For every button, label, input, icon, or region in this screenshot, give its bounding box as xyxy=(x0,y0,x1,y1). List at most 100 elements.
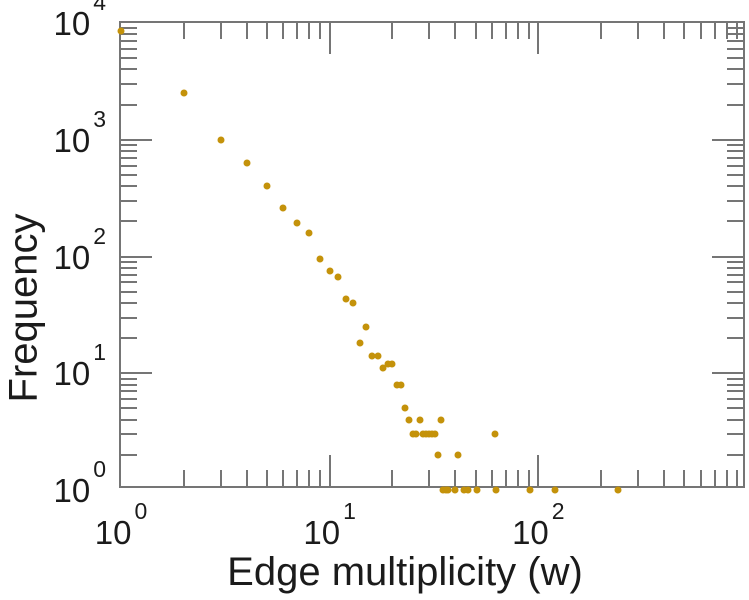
left-axis-tick xyxy=(121,83,137,86)
right-axis-tick xyxy=(727,301,743,304)
bottom-axis-tick xyxy=(527,470,530,486)
top-axis-tick xyxy=(713,23,716,39)
left-axis-tick xyxy=(121,47,137,50)
right-axis-tick xyxy=(727,33,743,36)
right-axis-tick xyxy=(727,266,743,269)
right-axis-tick xyxy=(727,337,743,340)
left-axis-tick xyxy=(121,164,137,167)
bottom-axis-tick xyxy=(454,470,457,486)
right-axis-tick xyxy=(727,27,743,30)
left-axis-tick xyxy=(121,103,137,106)
data-point xyxy=(526,486,534,494)
top-axis-tick xyxy=(505,23,507,39)
right-axis-tick xyxy=(727,398,743,401)
plot-area xyxy=(117,21,745,494)
data-point xyxy=(451,486,459,494)
bottom-axis-tick xyxy=(636,470,639,486)
data-point xyxy=(316,255,324,263)
right-axis-tick xyxy=(727,260,743,263)
top-axis-tick xyxy=(600,23,603,39)
left-axis-tick xyxy=(121,377,137,380)
bottom-axis-tick xyxy=(391,470,394,486)
top-axis-tick xyxy=(537,23,540,54)
left-axis-tick xyxy=(121,433,137,436)
bottom-axis-tick xyxy=(219,470,222,486)
left-axis-tick xyxy=(121,290,137,293)
right-axis-tick xyxy=(727,199,743,202)
left-axis-tick xyxy=(121,418,137,421)
right-axis-tick xyxy=(712,372,743,375)
left-axis-tick xyxy=(121,173,137,176)
y-tick-label: 101 xyxy=(53,339,106,393)
top-axis-tick xyxy=(527,23,530,39)
left-axis-tick xyxy=(121,40,137,43)
bottom-axis-tick xyxy=(245,470,248,486)
bottom-axis-tick xyxy=(328,455,331,486)
bottom-axis-tick xyxy=(428,470,431,486)
right-axis-tick xyxy=(727,418,743,421)
left-axis-tick xyxy=(121,199,137,202)
y-axis-title: Frequency xyxy=(1,213,46,403)
bottom-axis-tick xyxy=(537,455,540,486)
right-axis-tick xyxy=(727,150,743,153)
right-axis-tick xyxy=(727,407,743,410)
data-point xyxy=(614,486,622,494)
bottom-axis-tick xyxy=(725,470,728,486)
bottom-axis-tick xyxy=(662,470,665,486)
y-tick-label: 103 xyxy=(53,105,106,159)
data-point xyxy=(349,299,357,307)
bottom-axis-tick xyxy=(296,470,299,486)
right-axis-tick xyxy=(727,164,743,167)
data-point xyxy=(379,364,387,372)
left-axis-tick xyxy=(121,150,137,153)
left-axis-tick xyxy=(121,156,137,159)
y-tick-label: 100 xyxy=(53,456,106,509)
left-axis-tick xyxy=(121,407,137,410)
top-axis-tick xyxy=(328,23,331,54)
top-axis-tick xyxy=(319,23,322,39)
left-axis-tick xyxy=(121,372,152,375)
data-point xyxy=(263,182,271,190)
bottom-axis-tick xyxy=(282,470,285,486)
bottom-axis-tick xyxy=(182,470,185,486)
bottom-axis-tick xyxy=(699,470,702,486)
data-point xyxy=(437,416,445,424)
right-axis-tick xyxy=(727,83,743,86)
right-axis-tick xyxy=(727,40,743,43)
top-axis-tick xyxy=(282,23,285,39)
data-point xyxy=(409,430,417,438)
left-axis-tick xyxy=(121,185,137,188)
x-tick-label: 102 xyxy=(512,498,565,551)
top-axis-tick xyxy=(683,23,686,39)
data-point xyxy=(217,136,225,144)
bottom-axis-tick xyxy=(683,470,686,486)
right-axis-tick xyxy=(727,273,743,276)
data-point xyxy=(473,486,481,494)
top-axis-tick xyxy=(699,23,702,39)
right-axis-tick xyxy=(727,377,743,380)
left-axis-tick xyxy=(121,144,137,147)
left-axis-tick xyxy=(121,68,137,71)
x-tick-label: 100 xyxy=(94,498,148,551)
right-axis-tick xyxy=(727,103,743,106)
data-point xyxy=(117,27,125,35)
right-axis-tick xyxy=(727,47,743,50)
right-axis-tick xyxy=(727,453,743,456)
top-axis-tick xyxy=(662,23,665,39)
left-axis-tick xyxy=(121,57,137,60)
right-axis-tick xyxy=(727,173,743,176)
y-tick-label: 104 xyxy=(53,0,106,42)
data-point xyxy=(356,339,364,347)
bottom-axis-tick xyxy=(491,470,494,486)
data-point xyxy=(454,451,462,459)
data-point xyxy=(243,159,251,167)
left-axis-tick xyxy=(121,398,137,401)
left-axis-tick xyxy=(121,316,137,319)
data-point xyxy=(397,381,405,389)
data-point xyxy=(305,229,313,237)
top-axis-tick xyxy=(428,23,431,39)
data-point xyxy=(416,416,424,424)
left-axis-tick xyxy=(121,138,152,141)
right-axis-tick xyxy=(727,144,743,147)
